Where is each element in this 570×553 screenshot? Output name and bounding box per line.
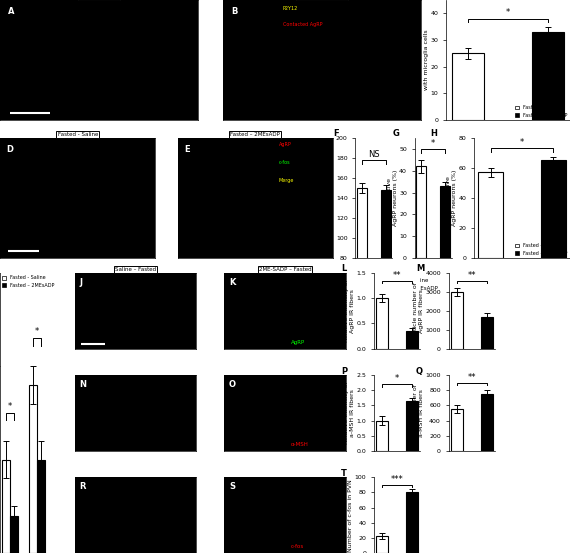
Bar bbox=[416, 166, 426, 258]
Bar bbox=[540, 160, 565, 258]
Text: Saline – Fasted: Saline – Fasted bbox=[115, 267, 156, 272]
Text: G: G bbox=[392, 129, 399, 138]
Text: L: L bbox=[341, 264, 347, 274]
Text: **: ** bbox=[393, 271, 401, 280]
Bar bbox=[36, 460, 44, 553]
Bar bbox=[406, 331, 418, 349]
Text: *: * bbox=[8, 402, 12, 411]
Legend: Fasted - Saline, Fasted – 2MEsADP: Fasted - Saline, Fasted – 2MEsADP bbox=[377, 276, 440, 293]
Text: B: B bbox=[231, 7, 237, 16]
Text: *: * bbox=[506, 8, 510, 18]
Y-axis label: Particle number of
a-MSH IR fibers: Particle number of a-MSH IR fibers bbox=[413, 384, 424, 442]
Y-axis label: c-fos-positive
AgRP neurons (%): c-fos-positive AgRP neurons (%) bbox=[387, 170, 398, 226]
Bar bbox=[10, 515, 18, 553]
Bar bbox=[357, 188, 367, 338]
Text: M: M bbox=[416, 264, 424, 274]
Text: Q: Q bbox=[416, 367, 423, 375]
Bar bbox=[376, 536, 388, 553]
Text: **: ** bbox=[467, 271, 476, 280]
Text: E: E bbox=[184, 145, 189, 154]
Text: D: D bbox=[6, 145, 13, 154]
Text: NS: NS bbox=[368, 150, 380, 159]
Bar bbox=[2, 460, 10, 553]
Legend: Fasted - Saline, Fasted – 2MEsADP: Fasted - Saline, Fasted – 2MEsADP bbox=[515, 243, 568, 255]
Text: Fasted - Saline: Fasted - Saline bbox=[58, 132, 98, 137]
Text: AgRP: AgRP bbox=[279, 142, 291, 147]
Text: ***: *** bbox=[391, 475, 404, 484]
Text: c-fos: c-fos bbox=[279, 160, 290, 165]
Text: T: T bbox=[341, 469, 347, 478]
Bar bbox=[406, 493, 418, 553]
Text: α-MSH: α-MSH bbox=[291, 442, 309, 447]
Text: Contacted AgRP: Contacted AgRP bbox=[283, 22, 322, 27]
Text: *: * bbox=[395, 374, 399, 383]
Y-axis label: c-fos-negative
AgRP neurons (%): c-fos-negative AgRP neurons (%) bbox=[446, 170, 457, 226]
Text: N: N bbox=[80, 380, 87, 389]
Bar bbox=[376, 298, 388, 349]
Text: 2ME-SADP – Fasted: 2ME-SADP – Fasted bbox=[259, 267, 311, 272]
Y-axis label: % of contacted AgRP
with microglia cells: % of contacted AgRP with microglia cells bbox=[418, 27, 429, 93]
Text: J: J bbox=[80, 278, 83, 286]
Bar bbox=[406, 401, 418, 451]
Y-axis label: Number of c-fos in PVN: Number of c-fos in PVN bbox=[348, 479, 353, 551]
Text: P2Y12: P2Y12 bbox=[283, 6, 298, 11]
Bar bbox=[478, 173, 503, 258]
Y-axis label: Relative intensity of
AgRP IR fibers: Relative intensity of AgRP IR fibers bbox=[344, 279, 355, 342]
Bar bbox=[381, 190, 390, 338]
Text: F: F bbox=[333, 129, 339, 138]
Bar bbox=[451, 53, 484, 120]
Bar bbox=[451, 409, 463, 451]
Bar bbox=[440, 186, 450, 258]
Text: R: R bbox=[80, 482, 86, 491]
Text: A: A bbox=[8, 7, 14, 16]
Legend: Fasted - Saline, Fasted – 2MEsADP: Fasted - Saline, Fasted – 2MEsADP bbox=[2, 275, 55, 288]
Text: c-fos: c-fos bbox=[291, 544, 304, 549]
Text: *: * bbox=[520, 138, 524, 147]
Text: H: H bbox=[430, 129, 437, 138]
Text: *: * bbox=[431, 139, 435, 148]
Y-axis label: Relative intensity of
a-MSH IR fibers: Relative intensity of a-MSH IR fibers bbox=[344, 382, 355, 445]
Bar bbox=[481, 394, 493, 451]
Text: K: K bbox=[229, 278, 235, 286]
Text: P: P bbox=[341, 367, 347, 375]
Text: **: ** bbox=[467, 373, 476, 382]
Bar bbox=[28, 385, 36, 553]
Bar bbox=[451, 292, 463, 349]
Bar bbox=[481, 316, 493, 349]
Text: Fasted – 2MEsADP: Fasted – 2MEsADP bbox=[230, 132, 280, 137]
Text: S: S bbox=[229, 482, 235, 491]
Text: O: O bbox=[229, 380, 236, 389]
Y-axis label: Particle number of
AgRP IR fibers: Particle number of AgRP IR fibers bbox=[413, 282, 424, 340]
Y-axis label: Number of AgRP
neurons in ARC: Number of AgRP neurons in ARC bbox=[324, 172, 335, 224]
Bar bbox=[376, 421, 388, 451]
Legend: Fasted - Saline, Fasted – 2MEsADP: Fasted - Saline, Fasted – 2MEsADP bbox=[515, 105, 568, 118]
Text: Merge: Merge bbox=[279, 178, 294, 182]
Text: AgRP: AgRP bbox=[291, 340, 306, 345]
Bar bbox=[532, 32, 564, 120]
Text: *: * bbox=[35, 327, 39, 336]
